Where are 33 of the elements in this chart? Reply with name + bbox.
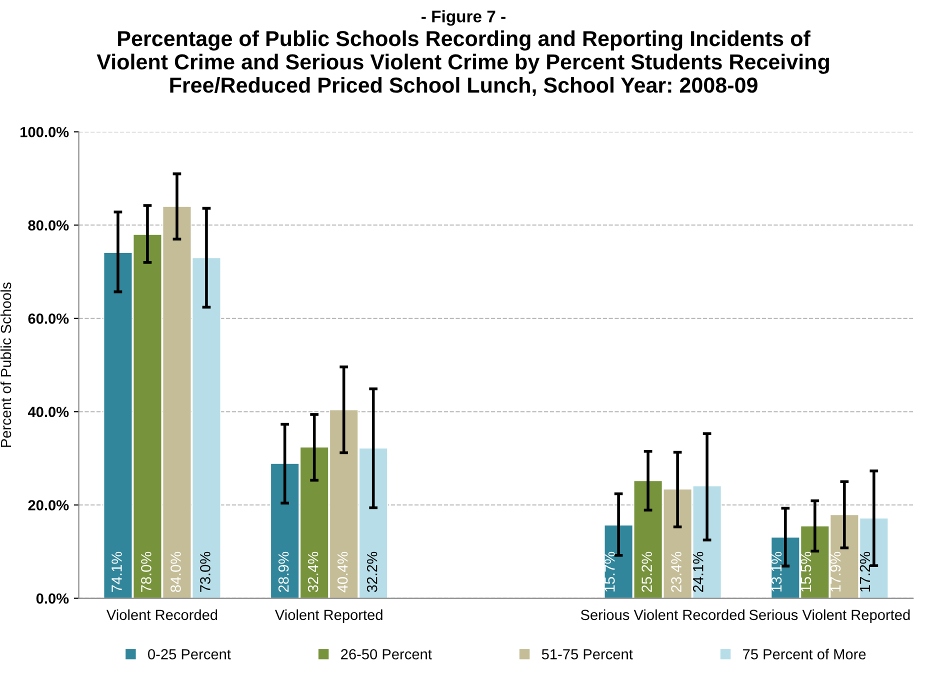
legend-label: 26-50 Percent xyxy=(341,649,432,660)
data-label: 73.0% xyxy=(200,552,210,592)
y-tick-label: 100.0% xyxy=(20,126,69,138)
chart-title: Percentage of Public Schools Recording and Reporting Incidents of Violent Crime and Serious Violent Crime by Percent Students Receiving Free/Reduced Priced School Lunch, School Year: 2008-09 xyxy=(96,30,829,96)
data-label: 15.5% xyxy=(800,552,812,592)
x-tick-label: Serious Violent Reported xyxy=(749,609,910,623)
data-label: 74.1% xyxy=(112,552,122,592)
legend-label: 75 Percent of More xyxy=(743,648,866,660)
y-axis-title: Percent of Public Schools xyxy=(0,282,12,447)
data-label: 13.1% xyxy=(771,552,782,592)
y-tick-label: 20.0% xyxy=(28,500,69,510)
x-tick-label: Serious Violent Recorded xyxy=(580,609,744,620)
data-label: 23.4% xyxy=(671,552,682,592)
data-label: 17.2% xyxy=(860,552,870,592)
legend-label: 51-75 Percent xyxy=(542,649,633,660)
data-label: 78.0% xyxy=(141,552,152,592)
data-label: 40.4% xyxy=(337,552,348,592)
y-tick-label: 40.0% xyxy=(28,406,69,418)
data-label: 32.4% xyxy=(308,552,318,592)
x-tick-label: Violent Recorded xyxy=(106,609,218,620)
data-label: 25.2% xyxy=(642,552,652,592)
data-label: 84.0% xyxy=(170,552,181,592)
data-label: 15.7% xyxy=(604,552,615,592)
y-tick-label: 0.0% xyxy=(36,593,69,604)
data-label: 32.2% xyxy=(366,552,378,592)
data-label: 28.9% xyxy=(278,552,289,592)
chart-subtitle: - Figure 7 - xyxy=(422,10,506,26)
data-label: 17.9% xyxy=(830,552,841,592)
y-tick-label: 80.0% xyxy=(28,220,69,231)
legend-label: 0-25 Percent xyxy=(148,649,231,660)
data-label: 24.1% xyxy=(692,552,704,592)
x-tick-label: Violent Reported xyxy=(274,609,382,623)
y-tick-label: 60.0% xyxy=(28,313,69,324)
